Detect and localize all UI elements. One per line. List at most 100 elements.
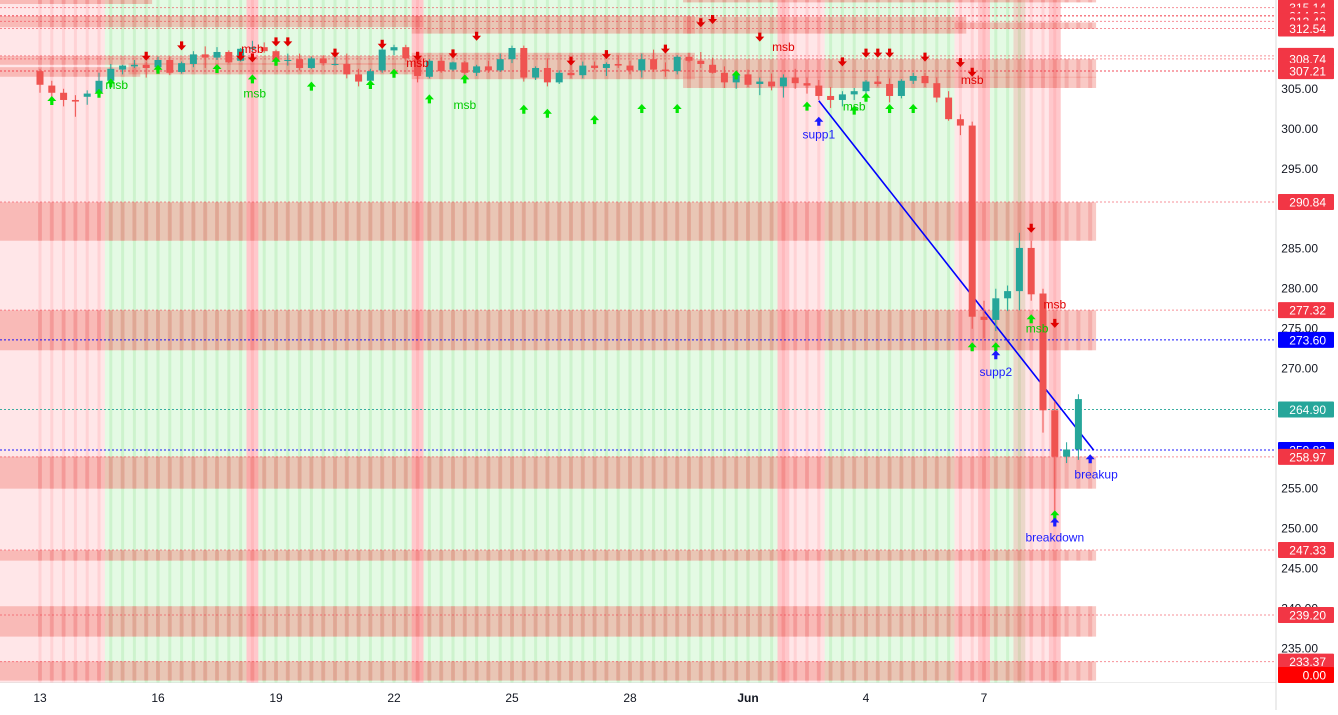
signal-arrow-down <box>873 48 883 58</box>
signal-arrow-up <box>153 64 163 74</box>
annotation-label: msb <box>772 40 795 54</box>
price-tag-label: 0.00 <box>1303 669 1327 683</box>
candle-body <box>602 63 610 68</box>
y-tick-label: 285.00 <box>1281 242 1318 256</box>
annotation-label: msb <box>453 98 476 112</box>
candle-body <box>260 47 268 52</box>
candle-body <box>1027 247 1035 295</box>
signal-arrow-up <box>802 101 812 111</box>
candle-body <box>886 83 894 96</box>
zone <box>0 55 424 65</box>
candle-body <box>921 75 929 84</box>
candle-body <box>827 95 835 100</box>
candle-body <box>48 85 56 93</box>
session-band <box>517 0 660 683</box>
signal-arrow-up <box>365 79 375 89</box>
x-axis-bg <box>0 683 1338 710</box>
session-highlight <box>411 0 424 683</box>
candle-body <box>614 63 622 66</box>
x-tick-label: Jun <box>737 691 758 705</box>
signal-arrow-up <box>908 103 918 113</box>
price-tag <box>1278 607 1334 624</box>
signal-arrow-up <box>460 74 470 84</box>
annotation-label: msb <box>243 87 266 101</box>
candle-body <box>225 51 233 63</box>
session-band <box>824 0 955 683</box>
signal-arrow-down <box>955 58 965 68</box>
y-tick-label: 250.00 <box>1281 522 1318 536</box>
candle-body <box>284 59 292 61</box>
x-tick-label: 4 <box>863 691 870 705</box>
candle-body <box>815 85 823 96</box>
signal-arrow-down <box>660 44 670 54</box>
y-tick-label: 300.00 <box>1281 122 1318 136</box>
session-highlight <box>978 0 990 683</box>
signal-arrow-up <box>991 342 1001 352</box>
candle-body <box>567 72 575 76</box>
price-tag <box>1278 653 1334 670</box>
signal-arrow-up <box>306 81 316 91</box>
candle-body <box>331 63 339 65</box>
candle-body <box>166 59 174 73</box>
candle-body <box>95 80 103 93</box>
candle-body <box>992 298 1000 320</box>
signal-arrow-down <box>448 49 458 59</box>
candle-body <box>661 69 669 72</box>
candle-body <box>496 59 504 71</box>
candle-body <box>142 64 150 68</box>
signal-arrow-up <box>212 63 222 73</box>
annotation-label: supp2 <box>979 365 1012 379</box>
candle-body <box>791 77 799 84</box>
price-tag <box>1278 302 1334 319</box>
candle-body <box>437 60 445 72</box>
zone <box>0 550 1097 561</box>
candle-body <box>366 71 374 81</box>
zone <box>0 0 153 4</box>
signal-arrow-up <box>731 70 741 80</box>
candle-body <box>307 58 315 68</box>
background-sessions <box>0 0 1061 683</box>
candles-layer <box>36 40 1082 512</box>
signal-arrow-down <box>566 56 576 66</box>
candle-body <box>626 65 634 71</box>
session-band <box>411 0 424 683</box>
annotation-label: msb <box>406 56 429 70</box>
candle-body <box>744 74 752 85</box>
price-tag-label: 307.21 <box>1289 65 1326 79</box>
candle-body <box>874 81 882 84</box>
signal-arrow-down <box>283 37 293 47</box>
annotation-label: msb <box>843 99 866 113</box>
zone <box>683 0 1097 3</box>
candle-body <box>779 77 787 87</box>
price-tag-label: 247.33 <box>1289 543 1326 557</box>
signal-arrow-up <box>271 56 281 66</box>
zone <box>0 456 1097 489</box>
annotation-label: msb <box>961 73 984 87</box>
candle-body <box>71 99 79 102</box>
signal-arrow-up <box>389 68 399 78</box>
session-band <box>659 0 672 683</box>
candle-body <box>579 65 587 76</box>
zone <box>0 67 141 77</box>
candle-body <box>697 60 705 64</box>
x-tick-label: 28 <box>623 691 637 705</box>
x-tick-label: 19 <box>269 691 283 705</box>
signal-arrow-down <box>330 48 340 58</box>
candle-body <box>461 62 469 73</box>
x-axis[interactable]: 13 16 19 22 25 28 Jun 4 7 <box>0 682 1338 710</box>
signal-arrow-up <box>519 104 529 114</box>
candle-body <box>201 54 209 58</box>
candle-body <box>850 91 858 95</box>
signal-arrow-down <box>1026 223 1036 233</box>
signal-arrow-up <box>106 78 116 88</box>
price-tag <box>1278 448 1334 465</box>
signal-arrow-up <box>814 116 824 126</box>
y-axis-bg <box>1276 0 1338 710</box>
y-axis[interactable]: 245.00250.00255.00270.00275.00280.00285.… <box>1275 0 1338 710</box>
candle-body <box>107 68 115 81</box>
zone <box>0 661 1097 681</box>
signal-arrow-down <box>885 48 895 58</box>
session-highlight <box>1013 0 1026 683</box>
annotation-label: msb <box>1026 322 1049 336</box>
